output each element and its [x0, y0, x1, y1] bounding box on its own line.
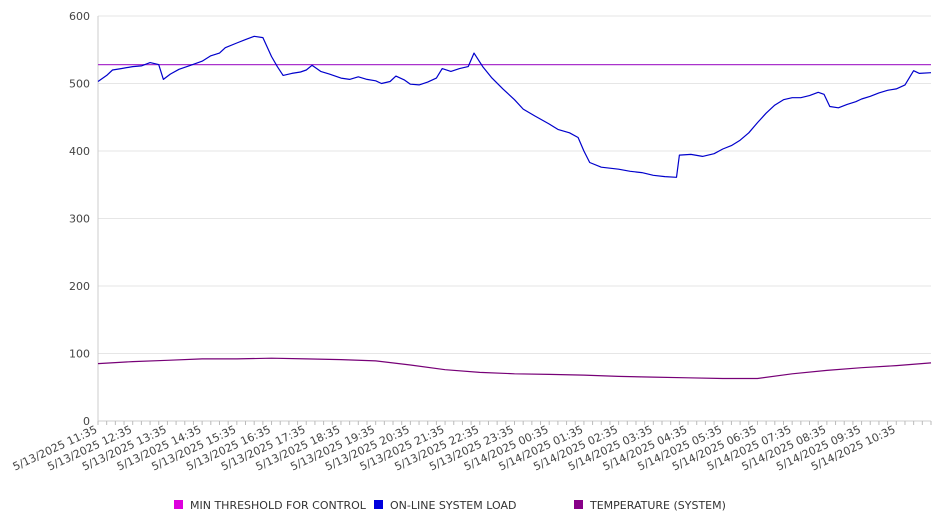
legend-swatch [174, 500, 183, 509]
legend-label: MIN THRESHOLD FOR CONTROL [190, 499, 367, 512]
y-tick-label: 600 [69, 10, 90, 23]
legend-label: ON-LINE SYSTEM LOAD [390, 499, 516, 512]
y-tick-label: 500 [69, 78, 90, 91]
legend: MIN THRESHOLD FOR CONTROL ON-LINE SYSTEM … [174, 499, 726, 512]
y-tick-label: 200 [69, 280, 90, 293]
y-tick-label: 0 [83, 415, 90, 428]
grid [98, 15, 931, 422]
series-line [97, 357, 932, 380]
y-tick-label: 100 [69, 348, 90, 361]
y-tick-label: 400 [69, 145, 90, 158]
series-line [97, 35, 932, 178]
series-lines [97, 35, 932, 380]
legend-label: TEMPERATURE (SYSTEM) [589, 499, 726, 512]
legend-swatch [374, 500, 383, 509]
legend-swatch [574, 500, 583, 509]
y-tick-label: 300 [69, 213, 90, 226]
